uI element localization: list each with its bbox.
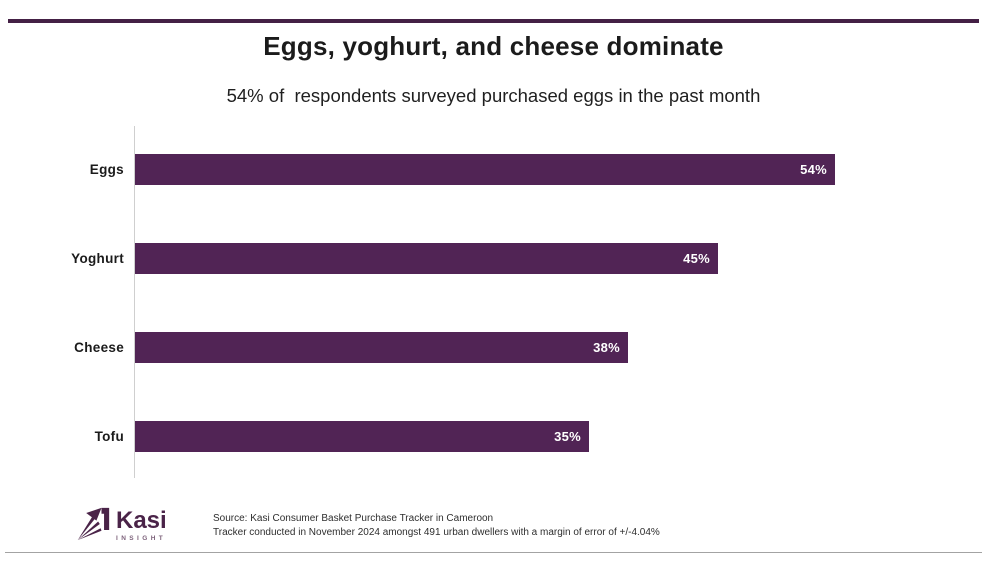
bar: 35%: [135, 421, 589, 452]
bar-row: Cheese 38%: [0, 332, 987, 363]
bar: 45%: [135, 243, 718, 274]
category-label: Eggs: [89, 162, 124, 177]
kasi-logo-tagline: INSIGHT: [116, 535, 167, 542]
category-label: Cheese: [74, 340, 124, 355]
chart-subtitle: 54% of respondents surveyed purchased eg…: [226, 85, 761, 106]
source-line-1: Source: Kasi Consumer Basket Purchase Tr…: [213, 513, 494, 524]
top-accent-line: [8, 19, 979, 23]
kasi-logo: Kasi INSIGHT: [76, 505, 167, 543]
bar-value-label: 54%: [800, 162, 827, 177]
bar-value-label: 35%: [554, 429, 581, 444]
bar-row: Tofu 35%: [0, 421, 987, 452]
y-axis-line: [134, 126, 135, 478]
bar-row: Yoghurt 45%: [0, 243, 987, 274]
bottom-divider-line: [5, 552, 982, 553]
chart-title: Eggs, yoghurt, and cheese dominate: [263, 31, 724, 61]
kasi-logo-text: Kasi INSIGHT: [116, 505, 167, 543]
bar-chart: Eggs 54% Yoghurt 45% Cheese 38% Tofu 35%: [0, 126, 987, 478]
kasi-logo-icon: [77, 507, 110, 541]
category-label: Tofu: [94, 429, 124, 444]
bar: 54%: [135, 154, 835, 185]
bar-value-label: 45%: [683, 251, 710, 266]
source-block: Source: Kasi Consumer Basket Purchase Tr…: [213, 512, 660, 539]
source-line-2: Tracker conducted in November 2024 among…: [213, 526, 660, 538]
bar-row: Eggs 54%: [0, 154, 987, 185]
bar-value-label: 38%: [593, 340, 620, 355]
category-label: Yoghurt: [71, 251, 124, 266]
kasi-logo-name: Kasi: [116, 507, 167, 534]
bar: 38%: [135, 332, 628, 363]
